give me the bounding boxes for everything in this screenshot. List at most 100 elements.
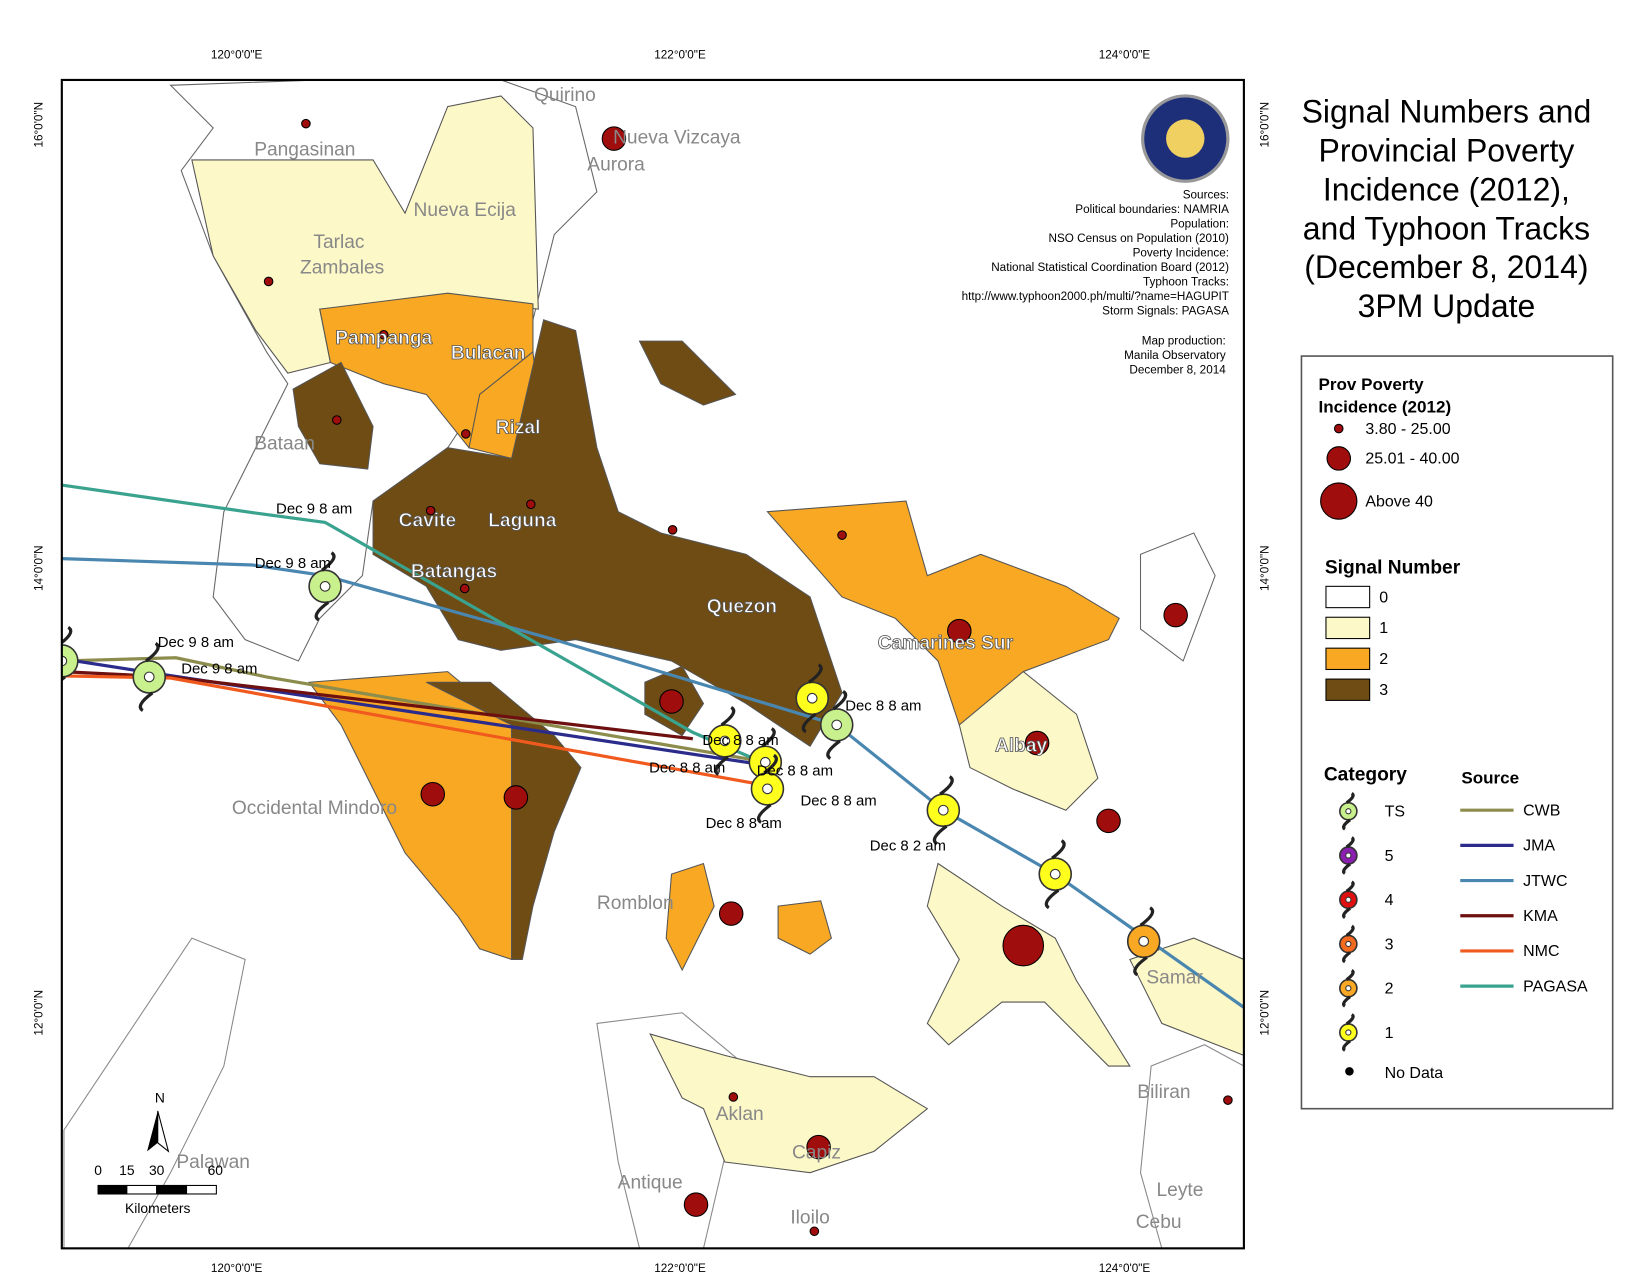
place-label: Quezon [707,597,777,618]
typhoon-arm [826,739,841,760]
typhoon-arm [1345,791,1355,805]
track-label: Dec 9 8 am [276,501,352,518]
legend-label: 2 [1385,981,1394,998]
legend-label: 2 [1379,651,1388,668]
typhoon-arm [145,641,160,663]
place-label: Antique [618,1172,683,1193]
province [638,340,737,406]
poverty-dot [809,1226,820,1237]
typhoon-eye [831,719,843,731]
place-label: Aklan [716,1104,764,1125]
typhoon-arm [1345,968,1355,981]
typhoon-arm [1345,880,1355,893]
typhoon-symbol [1126,906,1161,977]
typhoon-eye [143,671,155,683]
poverty-dot [460,429,471,439]
legend-label: TS [1385,804,1405,821]
typhoon-arm [720,705,736,727]
place-label: Leyte [1156,1180,1203,1201]
legend-label: CWB [1523,803,1560,820]
track-label: Dec 8 8 am [845,698,921,715]
poverty-dot [659,689,684,714]
north-arrow [157,1110,170,1153]
legend-swatch [1333,423,1344,434]
typhoon-arm [808,663,823,684]
track-label: Dec 8 8 am [800,793,876,810]
poverty-dot [837,530,847,540]
track-label: Dec 9 8 am [158,634,234,651]
credit-line: December 8, 2014 [1129,363,1226,376]
poverty-dot [601,126,627,151]
province [649,1033,929,1174]
typhoon-symbol [795,663,829,734]
legend-label: KMA [1523,908,1558,925]
north-label: N [155,1089,165,1105]
graticule-label: 120°0'0"E [211,49,263,62]
poverty-dot [332,415,342,425]
legend-label: 3.80 - 25.00 [1365,421,1450,438]
legend-label: PAGASA [1523,978,1588,995]
typhoon-arm [1342,951,1352,964]
legend-label: 1 [1379,620,1388,637]
legend-title: Signal Number [1325,558,1461,579]
logo-center [1166,119,1205,158]
typhoon-symbol [1339,1013,1358,1052]
typhoon-eye [937,804,949,816]
graticule-label: 14°0'0"N [1258,545,1271,591]
legend-swatch [1325,678,1371,701]
typhoon-eye [1138,935,1150,947]
typhoon-arm [1051,839,1066,860]
typhoon-eye [759,756,771,768]
title-line: Provincial Poverty [1319,133,1575,169]
scale-segment [97,1184,128,1195]
legend-title: Incidence (2012) [1319,398,1452,417]
legend-label: 1 [1385,1025,1394,1042]
source-line: Typhoon Tracks: [1143,275,1229,288]
scale-unit: Kilometers [125,1200,190,1216]
place-label: Occidental Mindoro [232,798,397,819]
graticule-label: 14°0'0"N [33,545,46,591]
typhoon-symbol [1038,839,1073,910]
poverty-dot [425,505,436,516]
poverty-dot [806,1134,831,1160]
legend-title: Prov Poverty [1319,375,1425,394]
source-line: Population: [1170,217,1229,230]
province [1129,937,1244,1056]
title-line: 3PM Update [1358,288,1536,324]
legend-label: No Data [1385,1065,1444,1082]
place-label: Bulacan [451,343,526,364]
poverty-dot [301,118,311,129]
typhoon-eye [1345,896,1352,903]
graticule-label: 122°0'0"E [654,49,706,62]
poverty-dot [263,276,274,287]
scale-tick-label: 0 [94,1162,102,1178]
source-line: Political boundaries: NAMRIA [1075,203,1229,216]
typhoon-eye [1345,1029,1352,1036]
place-label: Albay [995,735,1048,756]
province [426,681,582,960]
land [1139,1044,1244,1249]
typhoon-symbol [1339,836,1358,875]
province [292,361,374,470]
place-label: Samar [1146,968,1203,989]
legend-label: Above 40 [1365,493,1433,510]
typhoon-arm [1342,906,1352,920]
typhoon-eye [806,692,818,704]
title-line: Incidence (2012), [1323,171,1570,207]
poverty-dot [378,329,389,340]
poverty-dot [718,901,744,926]
typhoon-arm [61,626,73,645]
place-label: Pangasinan [254,139,355,160]
typhoon-arm [1345,924,1355,937]
title-line: Signal Numbers and [1302,94,1592,130]
legend-label: 5 [1385,848,1394,865]
typhoon-arm [1044,888,1060,910]
typhoon-arm [761,727,776,748]
legend-swatch [1326,446,1352,471]
graticule-label: 16°0'0"N [1258,102,1271,148]
province [766,500,1120,726]
graticule-label: 120°0'0"E [211,1262,263,1275]
typhoon-eye [1049,868,1061,880]
poverty-dot [1002,924,1045,967]
track-label: Dec 9 8 am [255,555,331,572]
